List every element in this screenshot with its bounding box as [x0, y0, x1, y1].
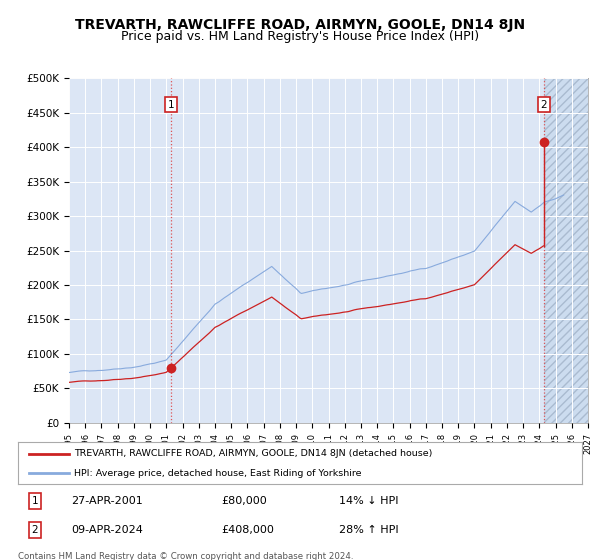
Bar [544, 78, 588, 423]
Text: 2: 2 [32, 525, 38, 535]
Text: TREVARTH, RAWCLIFFE ROAD, AIRMYN, GOOLE, DN14 8JN: TREVARTH, RAWCLIFFE ROAD, AIRMYN, GOOLE,… [75, 18, 525, 32]
Text: 14% ↓ HPI: 14% ↓ HPI [340, 496, 399, 506]
Text: TREVARTH, RAWCLIFFE ROAD, AIRMYN, GOOLE, DN14 8JN (detached house): TREVARTH, RAWCLIFFE ROAD, AIRMYN, GOOLE,… [74, 449, 433, 458]
Text: £408,000: £408,000 [221, 525, 274, 535]
Text: 27-APR-2001: 27-APR-2001 [71, 496, 143, 506]
Text: Contains HM Land Registry data © Crown copyright and database right 2024.
This d: Contains HM Land Registry data © Crown c… [18, 552, 353, 560]
Bar [544, 78, 588, 423]
Text: 2: 2 [541, 100, 547, 110]
Text: 1: 1 [32, 496, 38, 506]
Text: HPI: Average price, detached house, East Riding of Yorkshire: HPI: Average price, detached house, East… [74, 469, 362, 478]
Text: 09-APR-2024: 09-APR-2024 [71, 525, 143, 535]
Text: 28% ↑ HPI: 28% ↑ HPI [340, 525, 399, 535]
Text: Price paid vs. HM Land Registry's House Price Index (HPI): Price paid vs. HM Land Registry's House … [121, 30, 479, 43]
Text: £80,000: £80,000 [221, 496, 267, 506]
Text: 1: 1 [168, 100, 175, 110]
